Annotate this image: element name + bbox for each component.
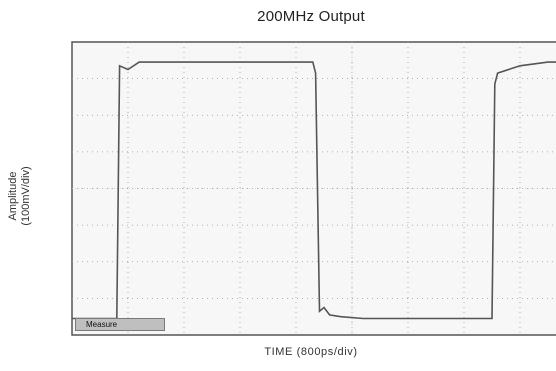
grid xyxy=(72,42,556,335)
measure-button[interactable]: Measure xyxy=(75,318,165,331)
chart-title: 200MHz Output xyxy=(257,8,365,25)
waveform-trace xyxy=(72,61,556,320)
x-axis-label: TIME (800ps/div) xyxy=(264,346,358,358)
